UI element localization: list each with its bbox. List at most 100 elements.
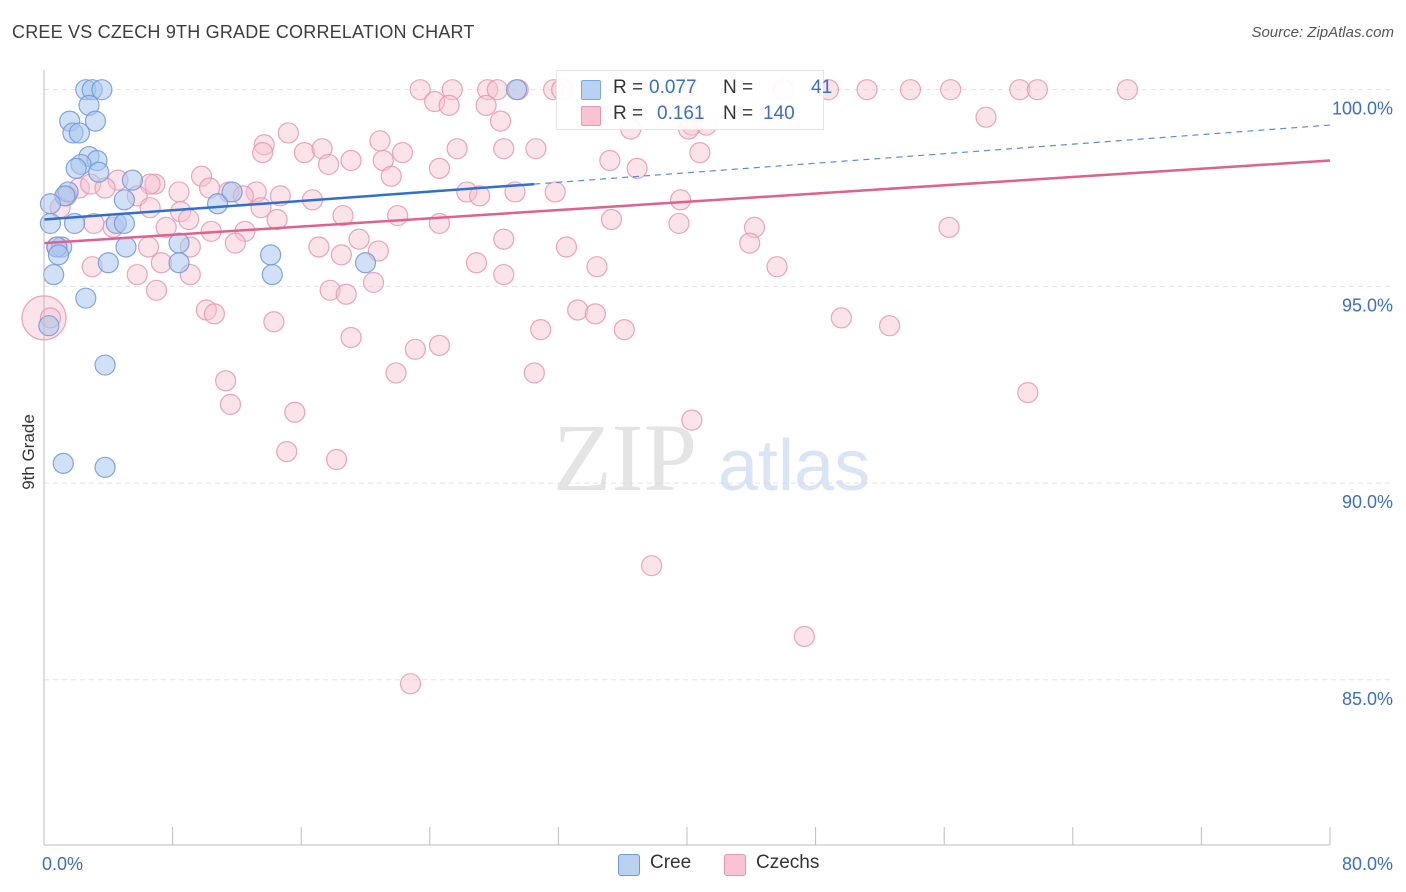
czechs-point bbox=[409, 79, 431, 101]
czechs-point bbox=[793, 625, 815, 648]
cree-point bbox=[260, 244, 282, 266]
czechs-point bbox=[263, 311, 285, 333]
czechs-point bbox=[252, 142, 274, 164]
czechs-point bbox=[1009, 79, 1031, 101]
czechs-point bbox=[308, 236, 330, 258]
czechs-point bbox=[126, 263, 148, 286]
legend-n-label: N = bbox=[723, 103, 754, 124]
cree-point bbox=[47, 244, 70, 266]
series-label-cree: Cree bbox=[650, 852, 692, 873]
czechs-point bbox=[1026, 79, 1049, 101]
legend-r-value: 0.077 bbox=[649, 77, 697, 98]
legend-n-label: N = bbox=[723, 77, 754, 98]
czechs-point bbox=[332, 204, 354, 227]
czechs-point bbox=[669, 189, 692, 211]
czechs-point bbox=[391, 142, 414, 164]
cree-trend-line bbox=[43, 182, 535, 221]
czechs-point bbox=[899, 79, 922, 101]
czechs-point bbox=[428, 334, 451, 356]
czechs-point bbox=[525, 138, 547, 160]
czechs-point bbox=[340, 326, 362, 349]
czechs-point bbox=[878, 315, 901, 337]
chart-title: CREE VS CZECH 9TH GRADE CORRELATION CHAR… bbox=[12, 22, 475, 42]
czechs-point bbox=[219, 393, 242, 415]
cree-trend-extension bbox=[534, 124, 1331, 185]
czechs-point bbox=[428, 157, 451, 179]
czechs-point bbox=[325, 448, 348, 471]
czechs-point bbox=[178, 208, 200, 231]
czechs-point bbox=[387, 204, 409, 227]
czechs-point bbox=[441, 79, 463, 101]
czechs-point bbox=[139, 197, 161, 219]
czechs-point bbox=[284, 401, 306, 423]
czechs-point bbox=[404, 338, 426, 360]
czechs-point bbox=[523, 362, 545, 384]
czechs-point bbox=[555, 236, 578, 258]
czechs-point bbox=[317, 153, 340, 176]
legend-n-value: 41 bbox=[811, 77, 833, 98]
czechs-trend-line bbox=[43, 159, 1331, 245]
cree-point bbox=[121, 169, 144, 191]
cree-point bbox=[97, 252, 119, 274]
czechs-point bbox=[600, 208, 623, 231]
legend-swatch-czechs bbox=[581, 106, 601, 126]
series-swatch-cree bbox=[618, 854, 640, 876]
czechs-point bbox=[739, 232, 761, 254]
czechs-point bbox=[245, 181, 267, 203]
legend-r-label: R = bbox=[613, 103, 644, 124]
y-axis-label: 9th Grade bbox=[19, 414, 38, 490]
czechs-point bbox=[150, 252, 172, 274]
czechs-point bbox=[489, 110, 512, 132]
legend-swatch-cree bbox=[581, 80, 601, 100]
x-tick-label: 0.0% bbox=[42, 854, 83, 874]
czechs-point bbox=[1017, 381, 1039, 404]
czechs-point bbox=[584, 303, 606, 325]
czechs-point bbox=[266, 208, 288, 231]
czechs-point bbox=[203, 303, 225, 325]
czechs-point bbox=[530, 319, 552, 341]
czechs-point bbox=[938, 216, 960, 238]
czechs-point bbox=[856, 79, 878, 101]
czechs-point bbox=[385, 362, 407, 384]
czechs-point bbox=[215, 370, 237, 392]
czechs-point bbox=[155, 216, 177, 238]
cree-point bbox=[113, 212, 135, 235]
series-swatch-czechs bbox=[724, 854, 746, 876]
watermark-atlas: atlas bbox=[718, 426, 870, 506]
czechs-point bbox=[586, 256, 608, 278]
czechs-point bbox=[335, 283, 357, 305]
legend-r-label: R = bbox=[613, 77, 644, 98]
cree-point bbox=[94, 456, 116, 478]
czechs-point bbox=[469, 185, 491, 207]
cree-point bbox=[506, 79, 528, 101]
czechs-point bbox=[475, 94, 497, 117]
cree-point bbox=[261, 263, 283, 286]
y-tick-label: 95.0% bbox=[1342, 295, 1393, 315]
y-tick-label: 85.0% bbox=[1342, 689, 1393, 709]
czechs-point bbox=[493, 228, 515, 250]
cree-point bbox=[88, 161, 110, 183]
czechs-point bbox=[168, 181, 190, 203]
legend-n-value: 140 bbox=[763, 103, 795, 124]
czechs-point bbox=[465, 252, 488, 274]
stats-legend: R = 0.077 N = 41 R = 0.161 N = 140 bbox=[556, 70, 832, 130]
czechs-point bbox=[689, 142, 711, 164]
czechs-point bbox=[277, 122, 299, 144]
czechs-point bbox=[456, 181, 478, 203]
czechs-point bbox=[330, 244, 352, 266]
watermark-zip: ZIP bbox=[553, 404, 697, 511]
czechs-point bbox=[311, 138, 333, 160]
czechs-point bbox=[276, 440, 298, 463]
czechs-point bbox=[293, 142, 316, 164]
y-tick-label: 90.0% bbox=[1342, 492, 1393, 512]
cree-point bbox=[168, 252, 190, 274]
czechs-point bbox=[446, 138, 468, 160]
cree-point bbox=[43, 263, 65, 286]
cree-point bbox=[38, 315, 60, 337]
czechs-point bbox=[170, 201, 192, 223]
czechs-point bbox=[253, 134, 275, 156]
cree-point bbox=[52, 452, 74, 475]
czechs-point bbox=[224, 232, 246, 254]
czechs-point bbox=[599, 149, 621, 172]
